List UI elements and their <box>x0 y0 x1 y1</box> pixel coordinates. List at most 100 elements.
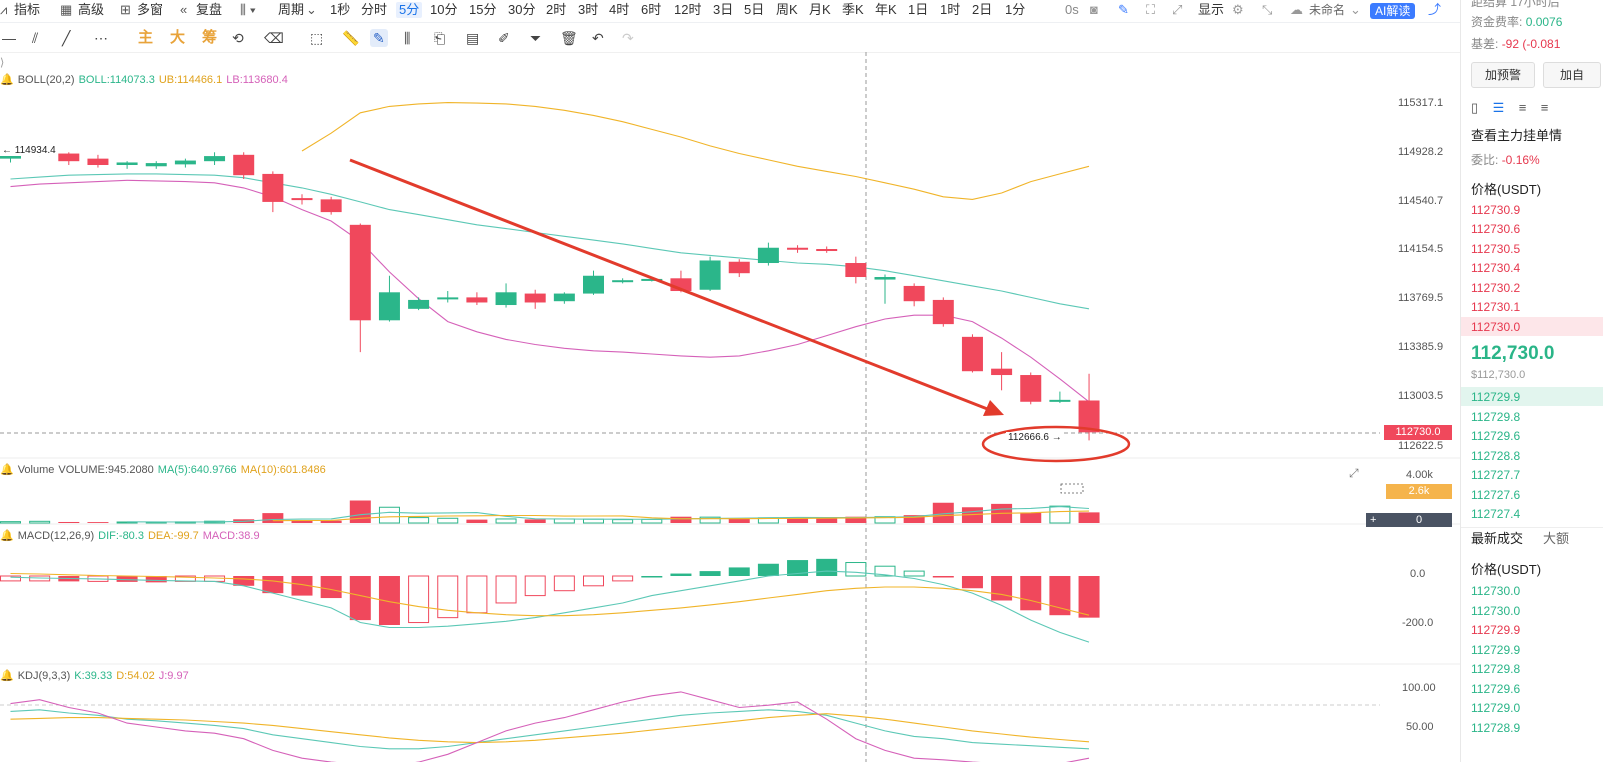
gear-icon[interactable]: ⚙ <box>1232 2 1244 17</box>
ask-price[interactable]: 112730.5 <box>1471 242 1521 256</box>
period-5d[interactable]: 5日 <box>744 2 765 17</box>
replay-icon[interactable]: « <box>180 2 188 17</box>
volume-bar <box>903 515 925 523</box>
display-button[interactable]: 显示 <box>1198 2 1225 17</box>
redo-icon[interactable]: ↷ <box>622 30 634 46</box>
toolbar-item-period[interactable]: 周期 <box>278 2 305 17</box>
cloud-icon[interactable]: ☁ <box>1290 2 1303 17</box>
ask-price[interactable]: 112730.1 <box>1471 300 1521 314</box>
ask-price[interactable]: 112730.9 <box>1471 203 1521 217</box>
ask-price[interactable]: 112730.0 <box>1471 320 1521 334</box>
grid-icon[interactable]: ⊞ <box>120 2 131 17</box>
toolbar-item-replay[interactable]: 复盘 <box>196 2 223 17</box>
kdj-d: D:54.02 <box>116 670 155 682</box>
toolbar-item-indicators[interactable]: 指标 <box>14 2 41 17</box>
clipboard-icon[interactable]: ⎗ <box>434 30 446 46</box>
ask-price[interactable]: 112730.4 <box>1471 261 1521 275</box>
bell-icon[interactable]: 🔔 <box>0 74 14 86</box>
main-force-button[interactable]: 主 <box>138 29 154 46</box>
period-30m[interactable]: 30分 <box>508 2 536 17</box>
ai-analysis-button[interactable]: AI解读 <box>1370 3 1416 19</box>
period-1m[interactable]: 1分 <box>1005 2 1026 17</box>
period-2h[interactable]: 2时 <box>546 2 567 17</box>
trend-arrow <box>349 158 991 412</box>
add-alert-button[interactable]: 加预警 <box>1471 62 1535 88</box>
magnet-icon[interactable]: ⟲ <box>232 30 244 46</box>
camera-icon[interactable]: ◙ <box>1090 2 1098 17</box>
period-3d[interactable]: 3日 <box>713 2 734 17</box>
bell-icon[interactable]: 🔔 <box>0 670 14 682</box>
bid-price[interactable]: 112728.8 <box>1471 449 1521 463</box>
more-icon[interactable]: ⋯ <box>94 30 108 46</box>
bid-price[interactable]: 112729.9 <box>1471 390 1521 404</box>
macd-bar <box>787 560 809 576</box>
brush-icon[interactable]: ✐ <box>498 30 510 46</box>
panel-icon[interactable]: ▯ <box>1471 100 1479 115</box>
bid-price[interactable]: 112727.4 <box>1471 507 1521 521</box>
bell-icon[interactable]: 🔔 <box>0 530 14 542</box>
ask-price[interactable]: 112730.6 <box>1471 222 1521 236</box>
tab-large-trades[interactable]: 大额 <box>1543 531 1570 546</box>
expand-icon[interactable]: ⛶ <box>1146 2 1156 17</box>
maximize-icon[interactable]: ⤡ <box>1262 2 1273 17</box>
period-year[interactable]: 年K <box>875 2 897 17</box>
fullscreen-icon[interactable]: ⤢ <box>1172 2 1183 17</box>
period-quarter[interactable]: 季K <box>842 2 864 17</box>
filter-icon[interactable]: ⏷ <box>530 30 542 46</box>
period-4h[interactable]: 4时 <box>609 2 630 17</box>
collapse-icon[interactable]: ⟩ <box>0 57 5 69</box>
period-2d[interactable]: 2日 <box>972 2 993 17</box>
chart-canvas[interactable] <box>0 52 1460 762</box>
ask-price[interactable]: 112730.2 <box>1471 281 1521 295</box>
layout-name[interactable]: 未命名 <box>1309 3 1346 17</box>
expand-panel-icon[interactable]: ⤢ <box>1349 466 1359 480</box>
bid-price[interactable]: 112727.6 <box>1471 488 1521 502</box>
bids-icon[interactable]: ≡ <box>1518 100 1527 115</box>
chevron-down-icon[interactable]: ⌄ <box>306 2 317 17</box>
period-10m[interactable]: 10分 <box>430 2 458 17</box>
period-12h[interactable]: 12时 <box>674 2 702 17</box>
draw-pen-icon[interactable]: ✎ <box>370 29 388 47</box>
period-month[interactable]: 月K <box>809 2 831 17</box>
period-3h[interactable]: 3时 <box>578 2 599 17</box>
period-15m[interactable]: 15分 <box>469 2 497 17</box>
trend-line-icon[interactable]: ╱ <box>62 30 71 46</box>
candle-tool-icon[interactable]: ⫼ <box>404 30 411 46</box>
ruler-icon[interactable]: 📏 <box>342 30 360 46</box>
period-5m[interactable]: 5分 <box>396 2 423 18</box>
document-icon[interactable]: ▤ <box>466 30 480 46</box>
toolbar-item-multiwindow[interactable]: 多窗 <box>137 2 164 17</box>
period-1h[interactable]: 1时 <box>940 2 961 17</box>
period-6h[interactable]: 6时 <box>641 2 662 17</box>
period-1s[interactable]: 1秒 <box>330 2 351 17</box>
calendar-icon[interactable]: ▦ <box>60 2 73 17</box>
candles-icon[interactable]: ⫼ ▾ <box>240 2 256 17</box>
share-icon[interactable]: ⤴ <box>1428 2 1442 17</box>
period-1d[interactable]: 1日 <box>908 2 929 17</box>
parallel-line-icon[interactable]: ⫽ <box>32 30 39 46</box>
select-icon[interactable]: ⬚ <box>310 30 324 46</box>
eraser-icon[interactable]: ⌫ <box>264 30 284 46</box>
plus-icon[interactable]: + <box>1370 514 1377 526</box>
bid-price[interactable]: 112727.7 <box>1471 468 1521 482</box>
orderbook-icon[interactable]: ☰ <box>1492 100 1505 115</box>
horizontal-line-icon[interactable]: — <box>2 30 16 46</box>
big-order-button[interactable]: 大 <box>170 29 186 46</box>
candle-body <box>233 154 255 176</box>
bid-price[interactable]: 112729.8 <box>1471 410 1521 424</box>
chip-button[interactable]: 筹 <box>202 29 218 46</box>
tab-latest-trades[interactable]: 最新成交 <box>1471 531 1524 546</box>
trash-icon[interactable]: 🗑 <box>560 30 578 46</box>
bid-price[interactable]: 112729.6 <box>1471 429 1521 443</box>
indicator-icon[interactable]: ⩘ <box>0 2 8 17</box>
add-watchlist-button[interactable]: 加自 <box>1543 62 1601 88</box>
toolbar-item-advanced[interactable]: 高级 <box>78 2 105 17</box>
chevron-down-icon[interactable]: ⌄ <box>1350 2 1361 17</box>
asks-icon[interactable]: ≡ <box>1540 100 1549 115</box>
orderbook-link[interactable]: 查看主力挂单情 <box>1471 128 1563 143</box>
period-week[interactable]: 周K <box>776 2 798 17</box>
bell-icon[interactable]: 🔔 <box>0 464 14 476</box>
undo-icon[interactable]: ↶ <box>592 30 604 46</box>
pen-icon[interactable]: ✎ <box>1118 2 1129 17</box>
period-timeline[interactable]: 分时 <box>361 2 388 17</box>
